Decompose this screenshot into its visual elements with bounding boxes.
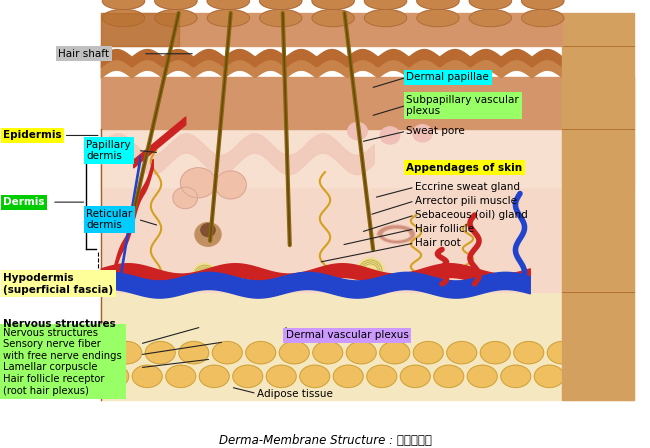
Ellipse shape: [312, 0, 354, 9]
Ellipse shape: [521, 9, 564, 27]
Ellipse shape: [166, 365, 196, 388]
Polygon shape: [101, 129, 634, 293]
Ellipse shape: [246, 341, 276, 364]
Text: Hair root: Hair root: [415, 238, 460, 248]
Ellipse shape: [367, 365, 396, 388]
Ellipse shape: [133, 365, 162, 388]
Text: Hair shaft: Hair shaft: [58, 49, 109, 59]
Ellipse shape: [413, 341, 443, 364]
Text: Sweat pore: Sweat pore: [406, 126, 465, 136]
Ellipse shape: [201, 224, 215, 237]
Ellipse shape: [380, 127, 400, 144]
Ellipse shape: [357, 258, 384, 284]
Text: Appendages of skin: Appendages of skin: [406, 163, 523, 173]
Ellipse shape: [179, 341, 209, 364]
Ellipse shape: [155, 0, 197, 9]
Ellipse shape: [300, 365, 330, 388]
Text: Nervous structures
Sensory nerve fiber
with free nerve endings
Lamellar corpuscl: Nervous structures Sensory nerve fiber w…: [3, 327, 122, 396]
Text: Nervous structures: Nervous structures: [3, 319, 116, 329]
Text: Dermal vascular plexus: Dermal vascular plexus: [286, 331, 409, 340]
Ellipse shape: [413, 125, 432, 142]
Text: Epidermis: Epidermis: [3, 130, 62, 141]
Ellipse shape: [215, 171, 246, 199]
Text: Subpapillary vascular
plexus: Subpapillary vascular plexus: [406, 95, 519, 116]
Ellipse shape: [365, 9, 407, 27]
Ellipse shape: [417, 9, 459, 27]
Text: Sebaceous (oil) gland: Sebaceous (oil) gland: [415, 210, 527, 220]
Ellipse shape: [112, 341, 142, 364]
Polygon shape: [101, 13, 179, 46]
Ellipse shape: [313, 341, 343, 364]
Ellipse shape: [333, 365, 363, 388]
Text: Arrector pili muscle: Arrector pili muscle: [415, 196, 517, 206]
Text: Dermis: Dermis: [3, 197, 45, 207]
Ellipse shape: [195, 223, 221, 246]
Text: Eccrine sweat gland: Eccrine sweat gland: [415, 182, 520, 192]
Ellipse shape: [346, 341, 376, 364]
Ellipse shape: [103, 0, 144, 9]
Ellipse shape: [233, 365, 263, 388]
Text: Papillary
dermis: Papillary dermis: [86, 140, 131, 161]
Text: Dermal papillae: Dermal papillae: [406, 73, 489, 82]
Polygon shape: [101, 129, 634, 187]
Ellipse shape: [447, 341, 476, 364]
Ellipse shape: [213, 341, 242, 364]
Ellipse shape: [514, 341, 543, 364]
Ellipse shape: [434, 365, 463, 388]
Ellipse shape: [192, 263, 217, 287]
Ellipse shape: [173, 187, 198, 209]
Text: Hair follicle: Hair follicle: [415, 224, 474, 234]
Ellipse shape: [103, 9, 144, 27]
Text: Derma-Membrane Structure : 真皮膜结构: Derma-Membrane Structure : 真皮膜结构: [218, 435, 432, 448]
Ellipse shape: [417, 0, 459, 9]
Ellipse shape: [312, 9, 354, 27]
Ellipse shape: [400, 365, 430, 388]
Ellipse shape: [99, 365, 129, 388]
Ellipse shape: [500, 365, 530, 388]
Ellipse shape: [469, 9, 512, 27]
Ellipse shape: [380, 341, 410, 364]
Text: Hypodermis
(superficial fascia): Hypodermis (superficial fascia): [3, 273, 113, 295]
Ellipse shape: [348, 123, 367, 140]
Ellipse shape: [181, 168, 216, 198]
Ellipse shape: [146, 341, 176, 364]
Ellipse shape: [365, 0, 407, 9]
Ellipse shape: [467, 365, 497, 388]
Polygon shape: [101, 13, 562, 46]
Ellipse shape: [521, 0, 564, 9]
Ellipse shape: [547, 341, 577, 364]
Ellipse shape: [207, 0, 250, 9]
Polygon shape: [562, 13, 634, 400]
Ellipse shape: [259, 9, 302, 27]
Text: Reticular
dermis: Reticular dermis: [86, 208, 133, 230]
Polygon shape: [101, 78, 634, 129]
Ellipse shape: [480, 341, 510, 364]
Polygon shape: [101, 293, 634, 400]
Text: Adipose tissue: Adipose tissue: [257, 388, 333, 399]
Ellipse shape: [155, 9, 197, 27]
Ellipse shape: [469, 0, 512, 9]
Ellipse shape: [259, 0, 302, 9]
Ellipse shape: [534, 365, 564, 388]
Ellipse shape: [207, 9, 250, 27]
Ellipse shape: [200, 365, 229, 388]
Ellipse shape: [280, 341, 309, 364]
Ellipse shape: [266, 365, 296, 388]
